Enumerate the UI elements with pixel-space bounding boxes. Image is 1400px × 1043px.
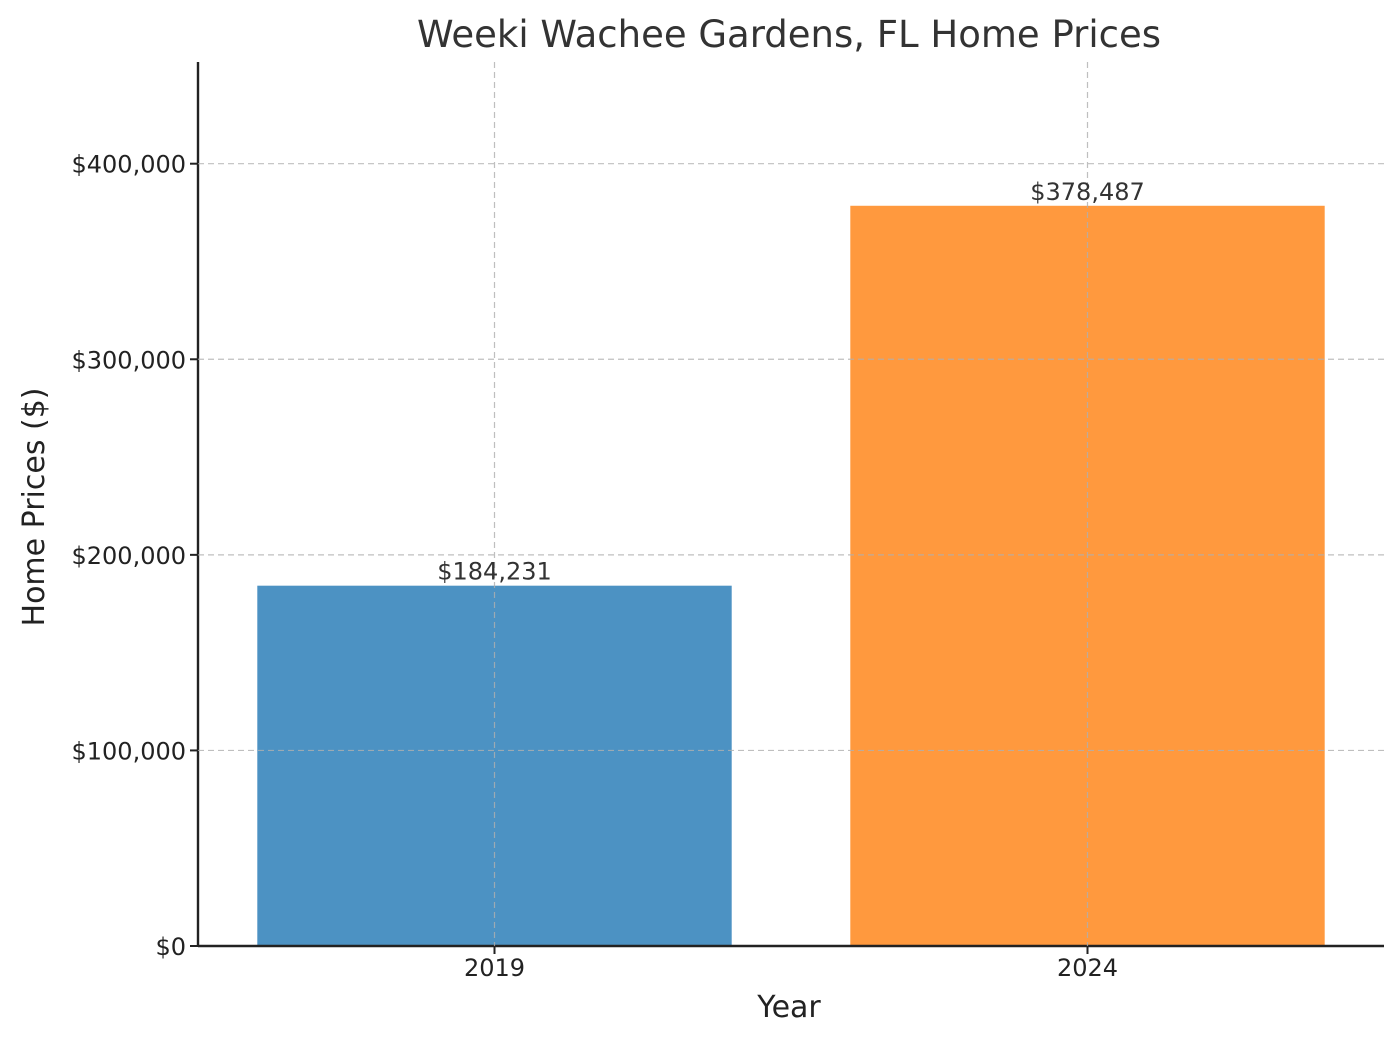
bar-value-label: $184,231 [437,558,552,586]
y-tick-label: $0 [155,933,186,961]
x-tick-label: 2024 [1057,954,1118,982]
chart-title: Weeki Wachee Gardens, FL Home Prices [417,13,1161,56]
ticks-layer: $0 $100,000 $200,000 $300,000 $400,000 2019 20… [71,151,1118,982]
data-labels-layer: $184,231 $378,487 [198,62,1384,946]
y-tick-label: $100,000 [71,737,186,765]
x-axis-label: Year [756,990,821,1025]
y-tick-label: $400,000 [71,151,186,179]
bar-value-label: $378,487 [1030,178,1145,206]
y-tick-label: $200,000 [71,542,186,570]
y-axis-label: Home Prices ($) [17,388,52,627]
x-tick-label: 2019 [464,954,525,982]
bars-layer [257,205,1325,947]
axes-layer [196,62,1384,948]
y-tick-label: $300,000 [71,346,186,374]
